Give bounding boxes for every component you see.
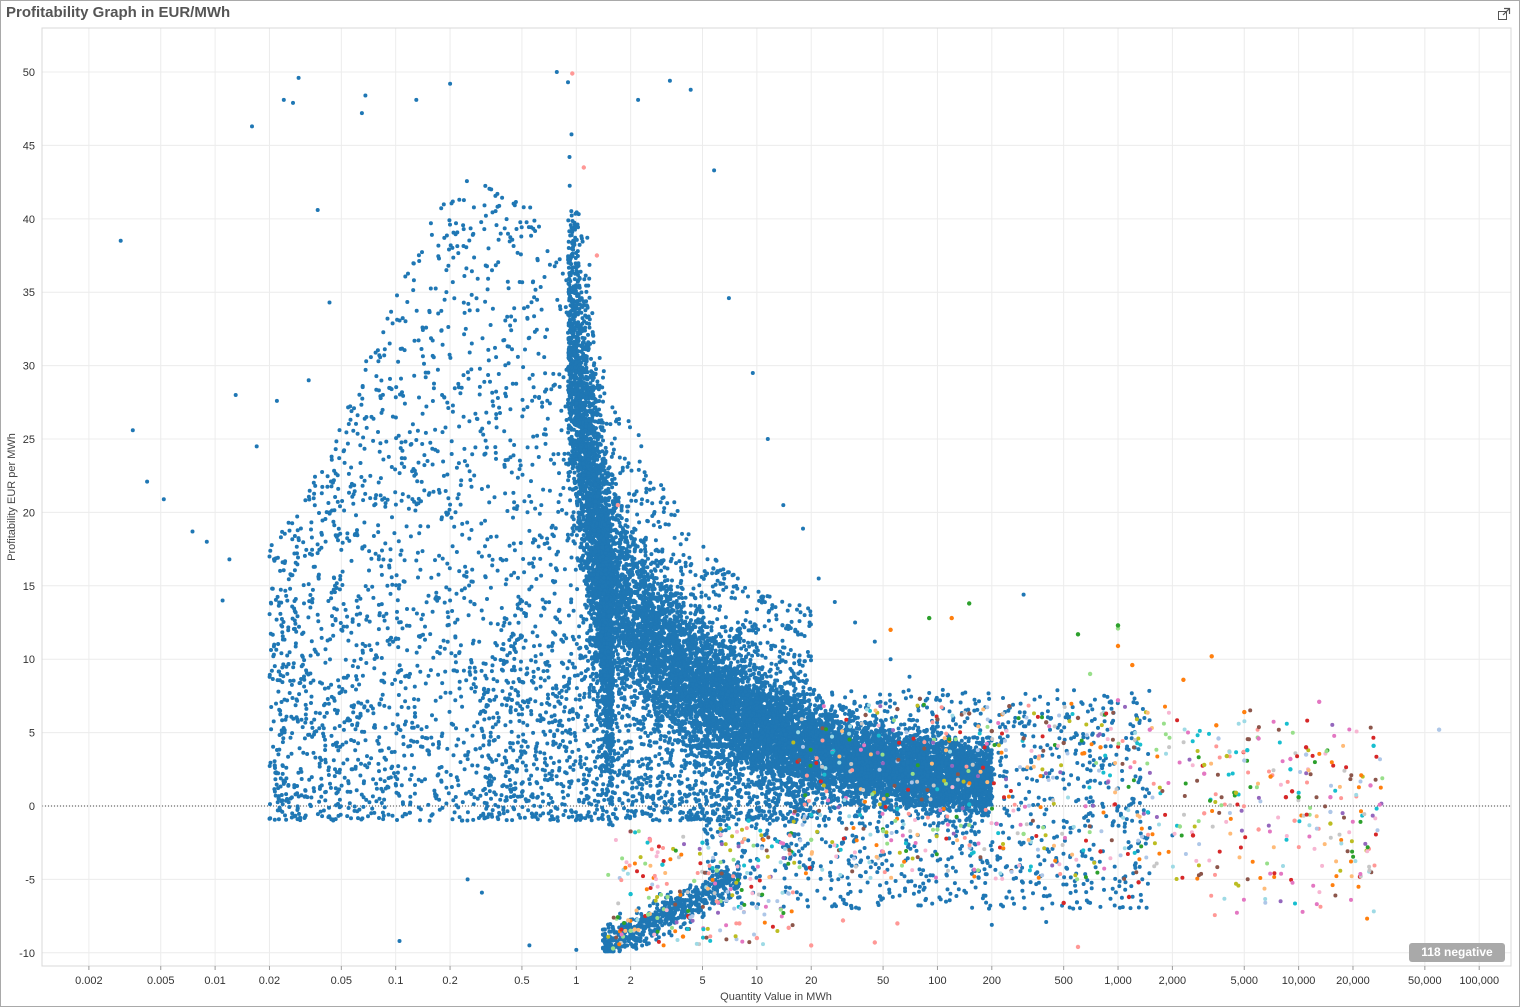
main-series-point[interactable]	[657, 752, 662, 756]
main-series-point[interactable]	[902, 722, 907, 727]
main-series-point[interactable]	[896, 726, 901, 731]
main-series-point[interactable]	[968, 818, 973, 823]
main-series-point[interactable]	[888, 704, 892, 709]
main-series-point[interactable]	[709, 628, 714, 633]
main-series-point[interactable]	[683, 631, 687, 636]
main-series-point[interactable]	[616, 656, 621, 661]
main-series-point[interactable]	[774, 662, 779, 667]
main-series-point[interactable]	[883, 717, 888, 722]
main-series-point[interactable]	[718, 766, 723, 771]
main-series-point[interactable]	[627, 549, 632, 554]
main-series-point[interactable]	[744, 647, 749, 652]
main-series-point[interactable]	[614, 482, 618, 486]
chart-title: Profitability Graph in EUR/MWh	[6, 4, 231, 21]
main-series-point[interactable]	[980, 818, 985, 823]
main-series-point[interactable]	[659, 568, 664, 573]
main-series-point[interactable]	[907, 726, 912, 731]
main-series-point[interactable]	[920, 815, 925, 820]
main-series-point[interactable]	[728, 772, 733, 777]
main-series-point[interactable]	[820, 800, 825, 805]
main-series-point[interactable]	[838, 811, 843, 815]
main-series-point[interactable]	[726, 656, 731, 661]
main-series-point[interactable]	[934, 810, 939, 815]
data-points[interactable]	[118, 70, 1442, 954]
main-series-point[interactable]	[957, 818, 962, 823]
main-series-point[interactable]	[620, 707, 625, 712]
main-series-point[interactable]	[819, 792, 824, 797]
main-series-point[interactable]	[743, 655, 748, 660]
main-series-point[interactable]	[812, 801, 817, 806]
main-series-point[interactable]	[649, 569, 654, 574]
main-series-point[interactable]	[645, 565, 650, 570]
main-series-point[interactable]	[617, 455, 622, 460]
main-series-point[interactable]	[771, 782, 776, 786]
main-series-point[interactable]	[709, 625, 714, 630]
main-series-point[interactable]	[677, 732, 682, 737]
external-link-icon[interactable]	[1497, 7, 1511, 21]
main-series-point[interactable]	[647, 739, 652, 744]
main-series-point[interactable]	[645, 703, 650, 708]
main-series-point[interactable]	[675, 584, 680, 589]
main-series-point[interactable]	[760, 653, 765, 658]
main-series-point[interactable]	[625, 662, 630, 667]
main-series-point[interactable]	[856, 777, 861, 781]
main-series-point[interactable]	[782, 681, 787, 686]
main-series-point[interactable]	[615, 652, 620, 657]
grid-lines	[42, 28, 1511, 966]
main-series-point[interactable]	[768, 667, 773, 672]
